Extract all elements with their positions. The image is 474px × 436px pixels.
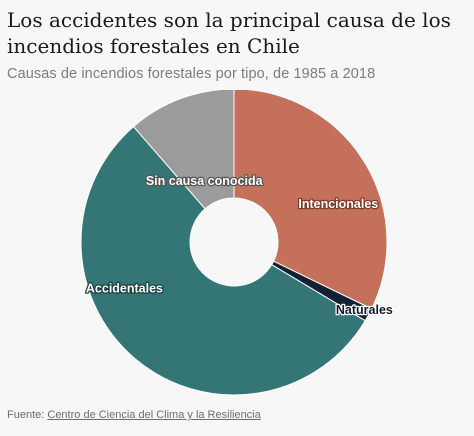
slice-accidentales[interactable] (80, 125, 366, 396)
source-link[interactable]: Centro de Ciencia del Clima y la Resilie… (47, 409, 261, 421)
slice-label-accidentales: Accidentales (86, 281, 163, 295)
chart-subtitle: Causas de incendios forestales por tipo,… (7, 66, 376, 82)
chart-title: Los accidentes son la principal causa de… (7, 8, 451, 58)
slice-label-naturales: Naturales (336, 303, 393, 317)
donut-slices (80, 90, 388, 396)
source-note: Fuente: Centro de Ciencia del Clima y la… (7, 409, 261, 421)
source-prefix: Fuente: (7, 409, 45, 421)
slice-labels: Intencionales Naturales Accidentales Sin ca… (85, 173, 395, 318)
slice-label-sin-causa-conocida: Sin causa conocida (146, 174, 264, 188)
slice-sin-causa-conocida[interactable] (132, 90, 235, 210)
slice-intencionales[interactable] (233, 90, 388, 310)
slice-label-intencionales: Intencionales (298, 197, 378, 211)
donut-chart: Intencionales Naturales Accidentales Sin ca… (80, 90, 395, 396)
